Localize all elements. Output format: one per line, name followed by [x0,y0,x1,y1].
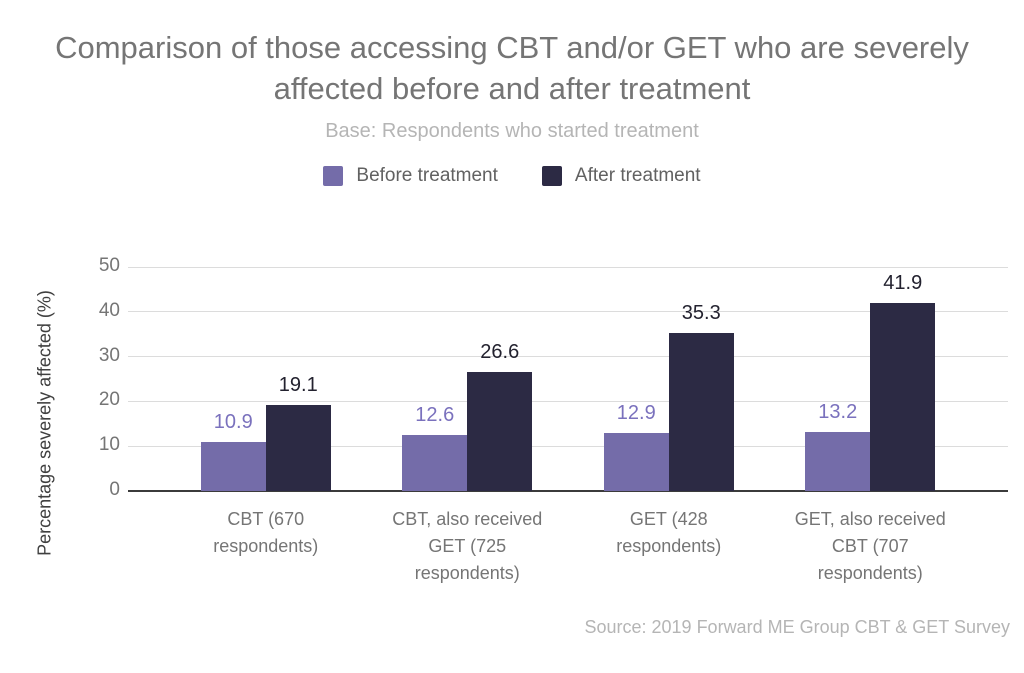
gridline [128,445,1008,447]
x-axis-line [128,490,1008,492]
x-category-label: GET (428 respondents) [616,509,722,556]
legend-item-after-treatment[interactable]: After treatment [541,164,701,187]
bar-after-treatment [668,332,734,491]
value-label-before: 10.9 [213,411,253,434]
x-category-label: GET, also received CBT (707 respondents) [794,509,946,583]
chart-page: Comparison of those accessing CBT and/or… [0,28,1024,673]
bar-after-treatment [870,303,936,491]
y-tick-label: 50 [98,255,120,276]
y-tick-label: 30 [98,344,120,366]
value-label-after: 35.3 [681,301,721,324]
bar-before-treatment [200,442,266,491]
bar-before-treatment [603,433,669,491]
value-label-before: 13.2 [818,400,858,423]
legend: Before treatment After treatment [0,165,1024,187]
legend-label-after: After treatment [574,164,701,186]
legend-label-before: Before treatment [356,164,498,186]
legend-swatch-after-icon [541,165,562,186]
chart-title: Comparison of those accessing CBT and/or… [55,30,969,106]
y-tick-label: 0 [109,479,120,500]
y-tick-label: 10 [98,434,120,456]
value-label-after: 26.6 [480,340,520,363]
gridline [128,266,1008,268]
value-label-after: 19.1 [278,374,318,397]
chart-subtitle: Base: Respondents who started treatment [325,119,699,142]
bar-before-treatment [805,431,871,491]
value-label-before: 12.9 [616,402,656,425]
value-label-after: 41.9 [883,272,923,295]
legend-swatch-before-icon [323,165,344,186]
x-category-label: CBT, also received GET (725 respondents) [392,509,543,583]
y-axis-tick-labels: 0 10 20 30 40 50 [0,255,120,500]
y-tick-label: 20 [98,389,120,411]
bar-after-treatment [467,371,533,491]
x-category-label: CBT (670 respondents) [213,509,319,556]
gridline [128,400,1008,402]
legend-item-before-treatment[interactable]: Before treatment [323,165,498,187]
gridline [128,356,1008,358]
bar-after-treatment [265,405,331,491]
gridline [128,311,1008,313]
value-label-before: 12.6 [415,403,455,426]
bar-before-treatment [402,434,468,491]
source-note: Source: 2019 Forward ME Group CBT & GET … [584,617,1010,637]
plot-area: 10.9 19.1 CBT (670 respondents) 12.6 26.6 CBT… [128,266,1008,583]
y-tick-label: 40 [98,299,120,321]
